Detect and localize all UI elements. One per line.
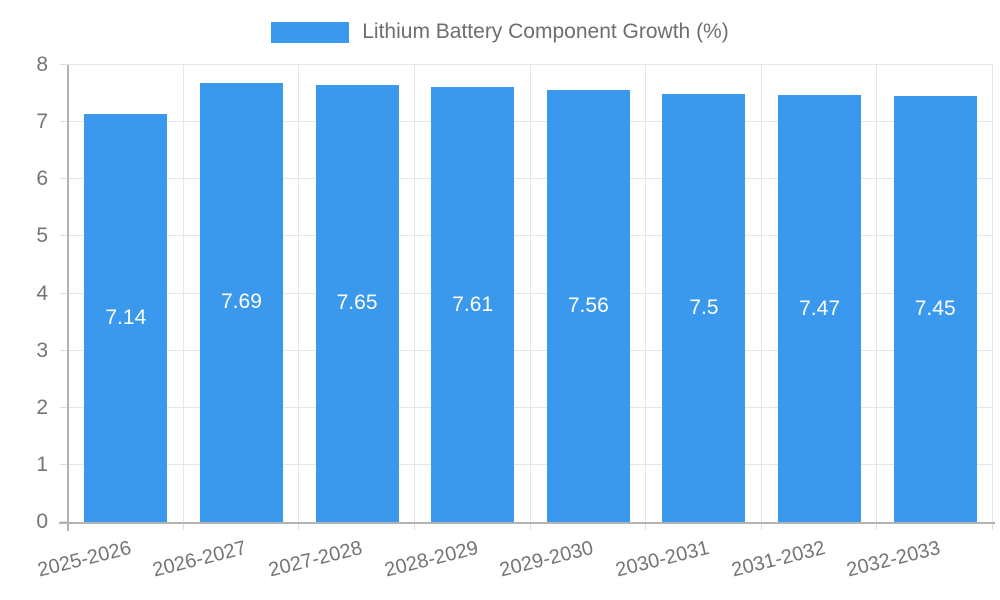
y-tick-label: 1 xyxy=(36,452,48,476)
bar-value-label: 7.61 xyxy=(452,292,494,316)
bar xyxy=(662,93,746,522)
x-axis-line xyxy=(59,522,995,524)
y-tick-label: 3 xyxy=(36,338,48,362)
y-axis-line xyxy=(67,65,69,531)
x-tickmark xyxy=(298,522,300,530)
bar-value-label: 7.69 xyxy=(221,290,262,314)
bar xyxy=(315,84,399,522)
y-tickmark xyxy=(60,349,68,351)
y-tickmark xyxy=(60,406,68,408)
chart-title: Lithium Battery Component Growth (%) xyxy=(362,20,729,43)
x-gridline xyxy=(645,65,647,522)
y-gridline xyxy=(68,64,993,65)
bar-value-label: 7.65 xyxy=(336,291,378,315)
y-gridline xyxy=(68,178,993,180)
x-gridline xyxy=(413,65,415,522)
y-gridline xyxy=(68,121,993,123)
bar xyxy=(546,90,630,522)
bar xyxy=(778,95,862,522)
y-tickmark xyxy=(60,178,68,180)
x-gridline xyxy=(529,65,531,522)
y-gridline xyxy=(68,292,993,294)
bar xyxy=(431,87,515,522)
y-tickmark xyxy=(60,463,68,465)
x-gridline xyxy=(760,65,762,522)
x-tickmark xyxy=(992,522,993,530)
bar xyxy=(84,114,168,522)
x-gridline xyxy=(876,65,878,522)
y-tickmark xyxy=(60,292,68,294)
legend-swatch xyxy=(271,21,350,43)
y-tick-label: 4 xyxy=(36,281,48,305)
bar xyxy=(199,82,283,522)
y-gridline xyxy=(68,406,993,408)
x-gridline xyxy=(182,65,184,522)
y-tick-label: 8 xyxy=(36,53,48,76)
x-tickmark xyxy=(645,522,647,530)
y-gridline xyxy=(68,349,993,351)
x-tickmark xyxy=(529,522,531,530)
x-tickmark xyxy=(760,522,762,530)
x-gridline xyxy=(992,65,993,522)
bar-value-label: 7.47 xyxy=(799,296,840,320)
x-tickmark xyxy=(413,522,415,530)
y-gridline xyxy=(68,463,993,465)
y-gridline xyxy=(68,235,993,237)
y-tickmark xyxy=(60,64,68,65)
y-tickmark xyxy=(60,235,68,237)
y-tickmark xyxy=(60,121,68,123)
x-gridline xyxy=(298,65,300,522)
bar-value-label: 7.45 xyxy=(914,297,956,321)
bar xyxy=(893,96,977,522)
y-tickmark xyxy=(60,521,68,522)
y-tick-label: 6 xyxy=(36,167,48,191)
x-tickmark xyxy=(182,522,184,530)
bar-value-label: 7.56 xyxy=(567,294,609,318)
bar-value-label: 7.14 xyxy=(105,306,147,330)
y-tick-label: 7 xyxy=(36,110,48,134)
y-tick-label: 5 xyxy=(36,224,48,248)
x-tickmark xyxy=(876,522,878,530)
chart-legend: Lithium Battery Component Growth (%) xyxy=(0,19,1000,45)
y-tick-label: 2 xyxy=(36,395,48,419)
y-tick-label: 0 xyxy=(36,510,48,533)
bar-value-label: 7.5 xyxy=(689,295,719,319)
